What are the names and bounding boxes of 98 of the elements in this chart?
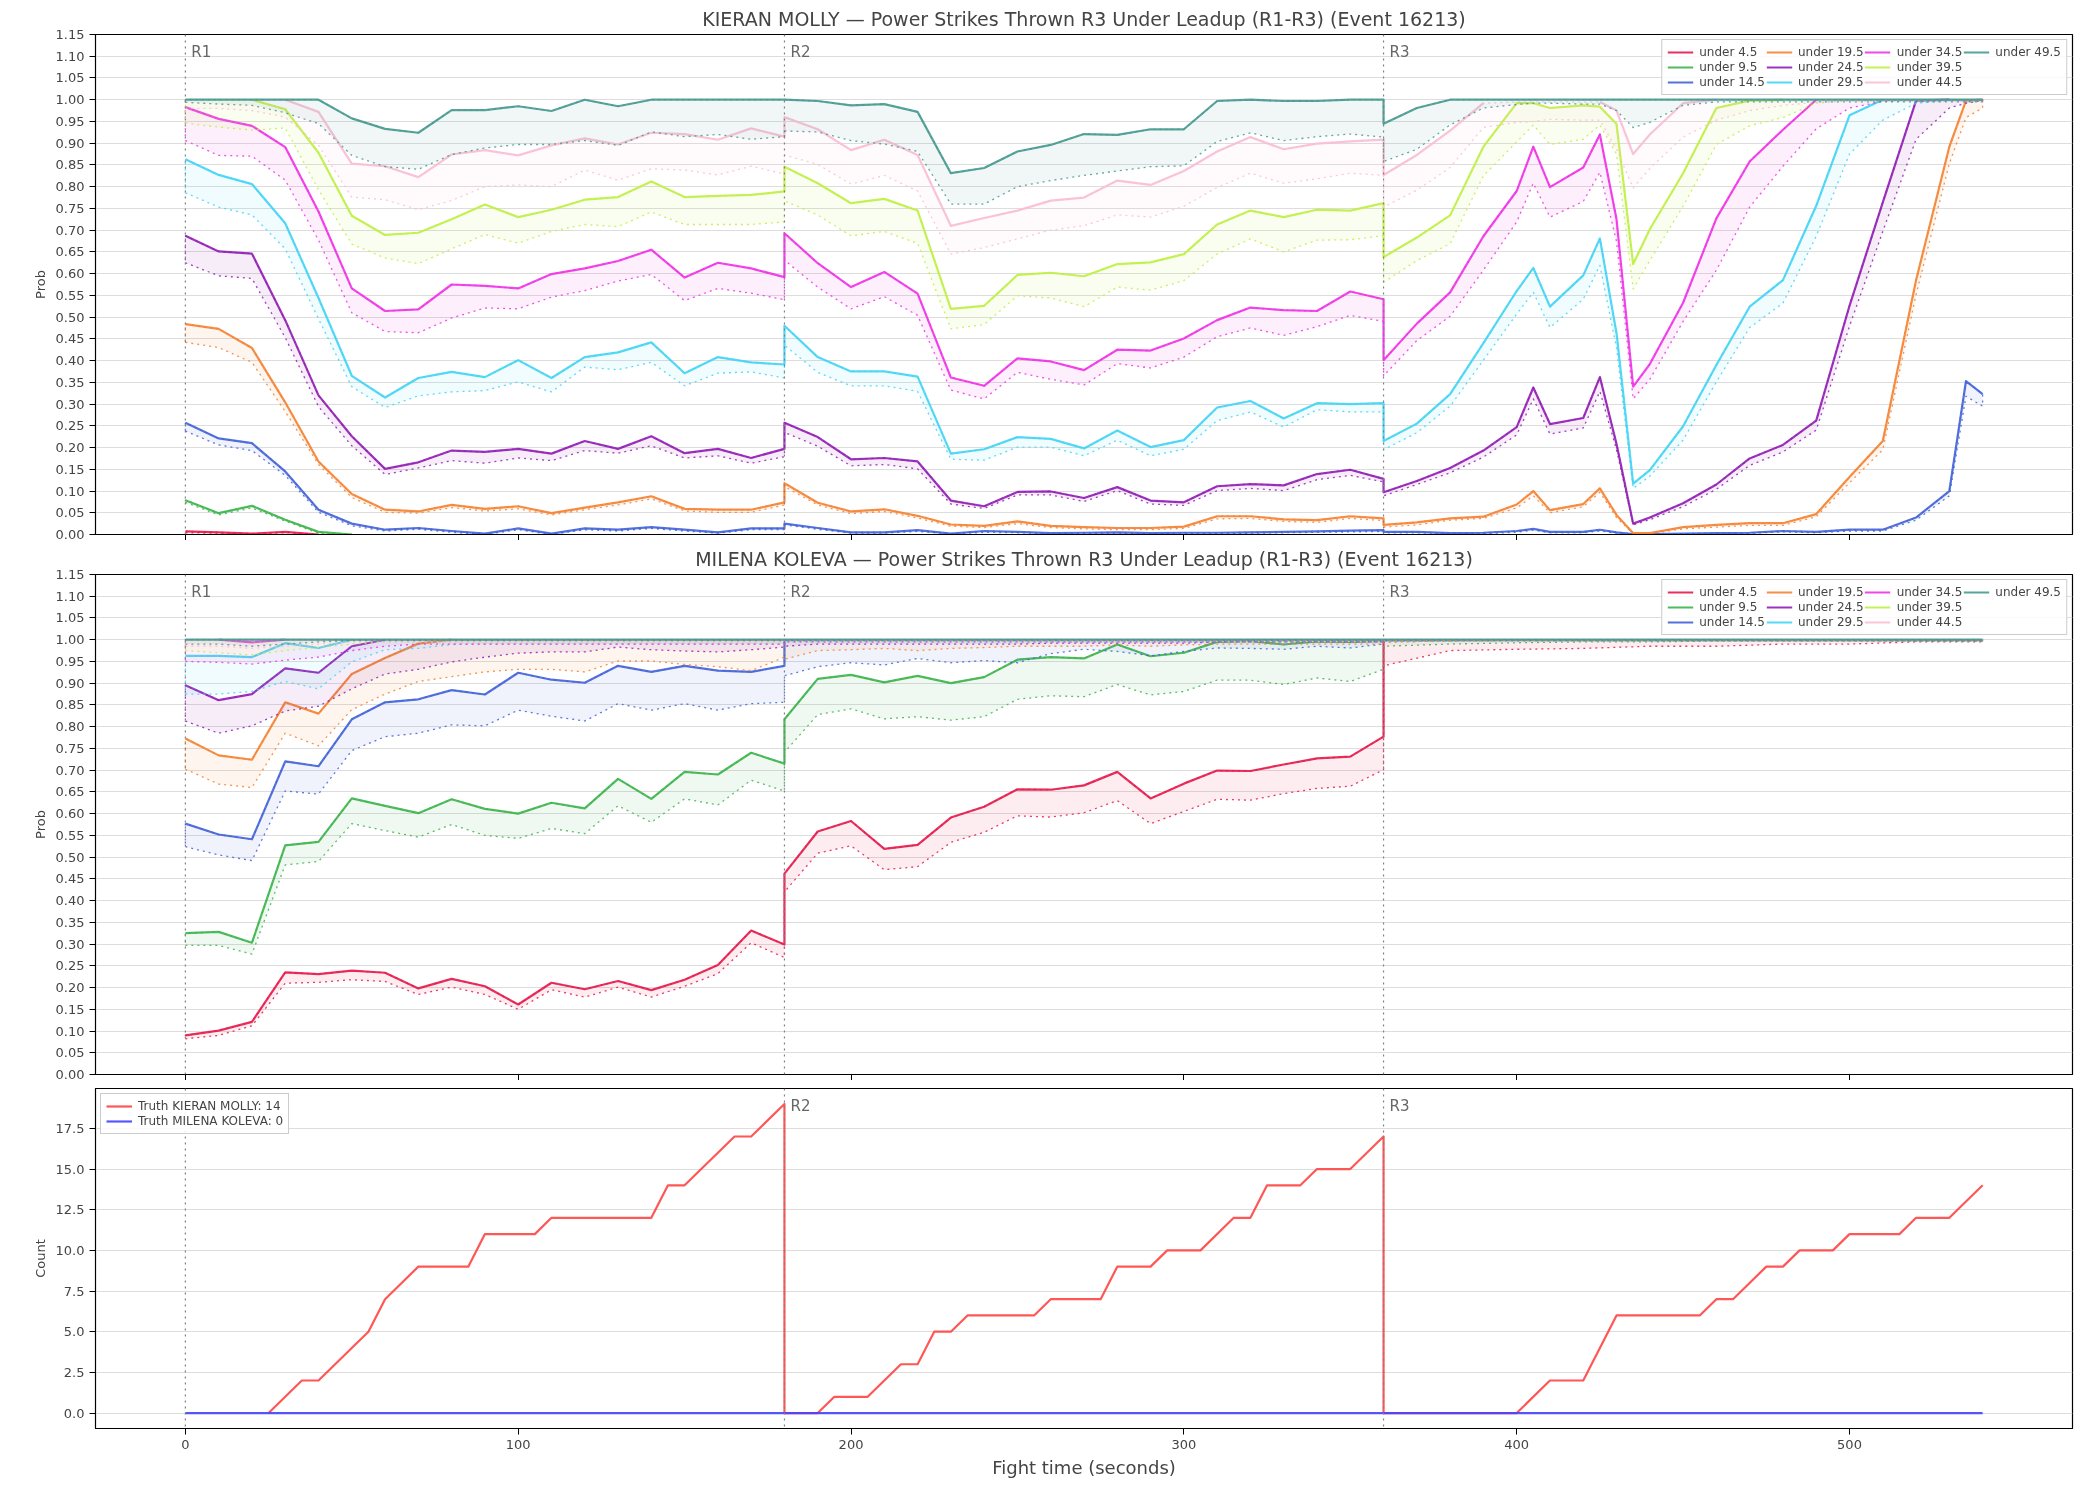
chart-title: MILENA KOLEVA — Power Strikes Thrown R3 Under Leadup (R1-R3) (Event 16213) <box>695 547 1473 570</box>
y-tick-label: 1.05 <box>55 610 85 626</box>
legend-label: under 19.5 <box>1797 45 1864 59</box>
y-tick-label: 0.05 <box>55 1045 85 1061</box>
ref-line-label: R2 <box>790 1096 811 1115</box>
y-tick-label: 0.85 <box>55 157 85 173</box>
y-tick-label: 2.5 <box>63 1364 85 1380</box>
legend-label: under 34.5 <box>1896 585 1963 599</box>
legend-label: under 4.5 <box>1699 585 1758 599</box>
legend-label: under 14.5 <box>1699 75 1765 89</box>
y-axis-title: Prob <box>32 810 48 839</box>
legend-label: under 9.5 <box>1699 60 1758 74</box>
y-tick-label: 0.45 <box>55 871 85 887</box>
x-tick-label: 500 <box>1837 1436 1862 1452</box>
y-tick-label: 0.50 <box>55 309 85 325</box>
legend-label: under 39.5 <box>1896 600 1963 614</box>
legend-label: under 24.5 <box>1797 60 1864 74</box>
legend-label: under 34.5 <box>1896 45 1963 59</box>
y-tick-label: 5.0 <box>63 1324 85 1340</box>
legend-label: Truth KIERAN MOLLY: 14 <box>138 1099 281 1113</box>
y-axis-title: Count <box>32 1239 48 1278</box>
y-tick-label: 0.0 <box>63 1405 85 1421</box>
y-tick-label: 0.00 <box>55 1067 85 1082</box>
y-tick-label: 0.30 <box>55 936 85 952</box>
y-tick-label: 0.25 <box>55 958 85 974</box>
y-tick-label: 1.10 <box>55 588 85 604</box>
y-tick-label: 0.80 <box>55 179 85 195</box>
y-tick-label: 0.40 <box>55 353 85 369</box>
x-tick-label: 300 <box>1171 1436 1197 1452</box>
y-tick-label: 0.60 <box>55 266 85 282</box>
y-tick-label: 0.15 <box>55 1001 85 1017</box>
y-tick-label: 0.80 <box>55 719 85 735</box>
y-tick-label: 0.20 <box>55 980 85 996</box>
y-tick-label: 0.50 <box>55 849 85 865</box>
y-tick-label: 0.65 <box>55 784 85 800</box>
y-tick-label: 0.70 <box>55 762 85 778</box>
y-tick-label: 15.0 <box>55 1161 85 1177</box>
y-tick-label: 0.35 <box>55 374 85 390</box>
x-tick-label: 0 <box>181 1436 190 1452</box>
chart-title: KIERAN MOLLY — Power Strikes Thrown R3 Under Leadup (R1-R3) (Event 16213) <box>702 7 1466 30</box>
y-tick-label: 0.65 <box>55 244 85 260</box>
y-tick-label: 0.05 <box>55 505 85 521</box>
x-tick-label: 200 <box>838 1436 864 1452</box>
y-tick-label: 0.95 <box>55 113 85 129</box>
y-tick-label: 7.5 <box>63 1283 85 1299</box>
ref-line-label: R2 <box>790 42 811 61</box>
legend-label: under 9.5 <box>1699 600 1758 614</box>
legend-label: under 44.5 <box>1896 75 1963 89</box>
y-tick-label: 10.0 <box>55 1242 85 1258</box>
y-tick-label: 0.10 <box>55 483 85 499</box>
legend-label: Truth MILENA KOLEVA: 0 <box>138 1114 284 1128</box>
y-tick-label: 0.60 <box>55 806 85 822</box>
y-tick-label: 0.45 <box>55 331 85 347</box>
legend-label: under 49.5 <box>1995 45 2061 59</box>
y-tick-label: 17.5 <box>55 1120 85 1136</box>
x-axis-title: Fight time (seconds) <box>992 1456 1176 1478</box>
y-tick-label: 0.00 <box>55 527 85 542</box>
x-tick-label: 100 <box>505 1436 531 1452</box>
legend-label: under 14.5 <box>1699 615 1765 629</box>
y-tick-label: 0.25 <box>55 418 85 434</box>
ref-line-label: R2 <box>790 582 811 601</box>
y-tick-label: 0.75 <box>55 200 85 216</box>
y-axis-title: Prob <box>32 270 48 299</box>
y-tick-label: 1.10 <box>55 48 85 64</box>
y-tick-label: 1.15 <box>55 567 85 582</box>
y-tick-label: 1.15 <box>55 27 85 42</box>
y-tick-label: 0.85 <box>55 697 85 713</box>
y-tick-label: 0.10 <box>55 1023 85 1039</box>
y-tick-label: 0.35 <box>55 914 85 930</box>
legend-label: under 24.5 <box>1797 600 1864 614</box>
y-tick-label: 0.70 <box>55 222 85 238</box>
y-tick-label: 12.5 <box>55 1202 85 1218</box>
legend-label: under 29.5 <box>1797 615 1864 629</box>
y-tick-label: 1.00 <box>55 632 85 648</box>
y-tick-label: 0.90 <box>55 675 85 691</box>
y-tick-label: 1.05 <box>55 70 85 86</box>
y-tick-label: 0.75 <box>55 740 85 756</box>
y-tick-label: 0.95 <box>55 653 85 669</box>
y-tick-label: 1.00 <box>55 92 85 108</box>
y-tick-label: 0.90 <box>55 135 85 151</box>
y-tick-label: 0.15 <box>55 461 85 477</box>
y-tick-label: 0.30 <box>55 396 85 412</box>
x-tick-label: 400 <box>1504 1436 1530 1452</box>
legend-label: under 39.5 <box>1896 60 1963 74</box>
y-tick-label: 0.55 <box>55 827 85 843</box>
legend-label: under 4.5 <box>1699 45 1758 59</box>
legend-label: under 29.5 <box>1797 75 1864 89</box>
ref-line-label: R3 <box>1389 582 1410 601</box>
y-tick-label: 0.40 <box>55 893 85 909</box>
ref-line-label: R1 <box>191 582 212 601</box>
ref-line-label: R1 <box>191 42 212 61</box>
y-tick-label: 0.55 <box>55 287 85 303</box>
legend-label: under 44.5 <box>1896 615 1963 629</box>
ref-line-label: R3 <box>1389 42 1410 61</box>
legend-label: under 49.5 <box>1995 585 2061 599</box>
ref-line-label: R3 <box>1389 1096 1410 1115</box>
y-tick-label: 0.20 <box>55 440 85 456</box>
legend-label: under 19.5 <box>1797 585 1864 599</box>
